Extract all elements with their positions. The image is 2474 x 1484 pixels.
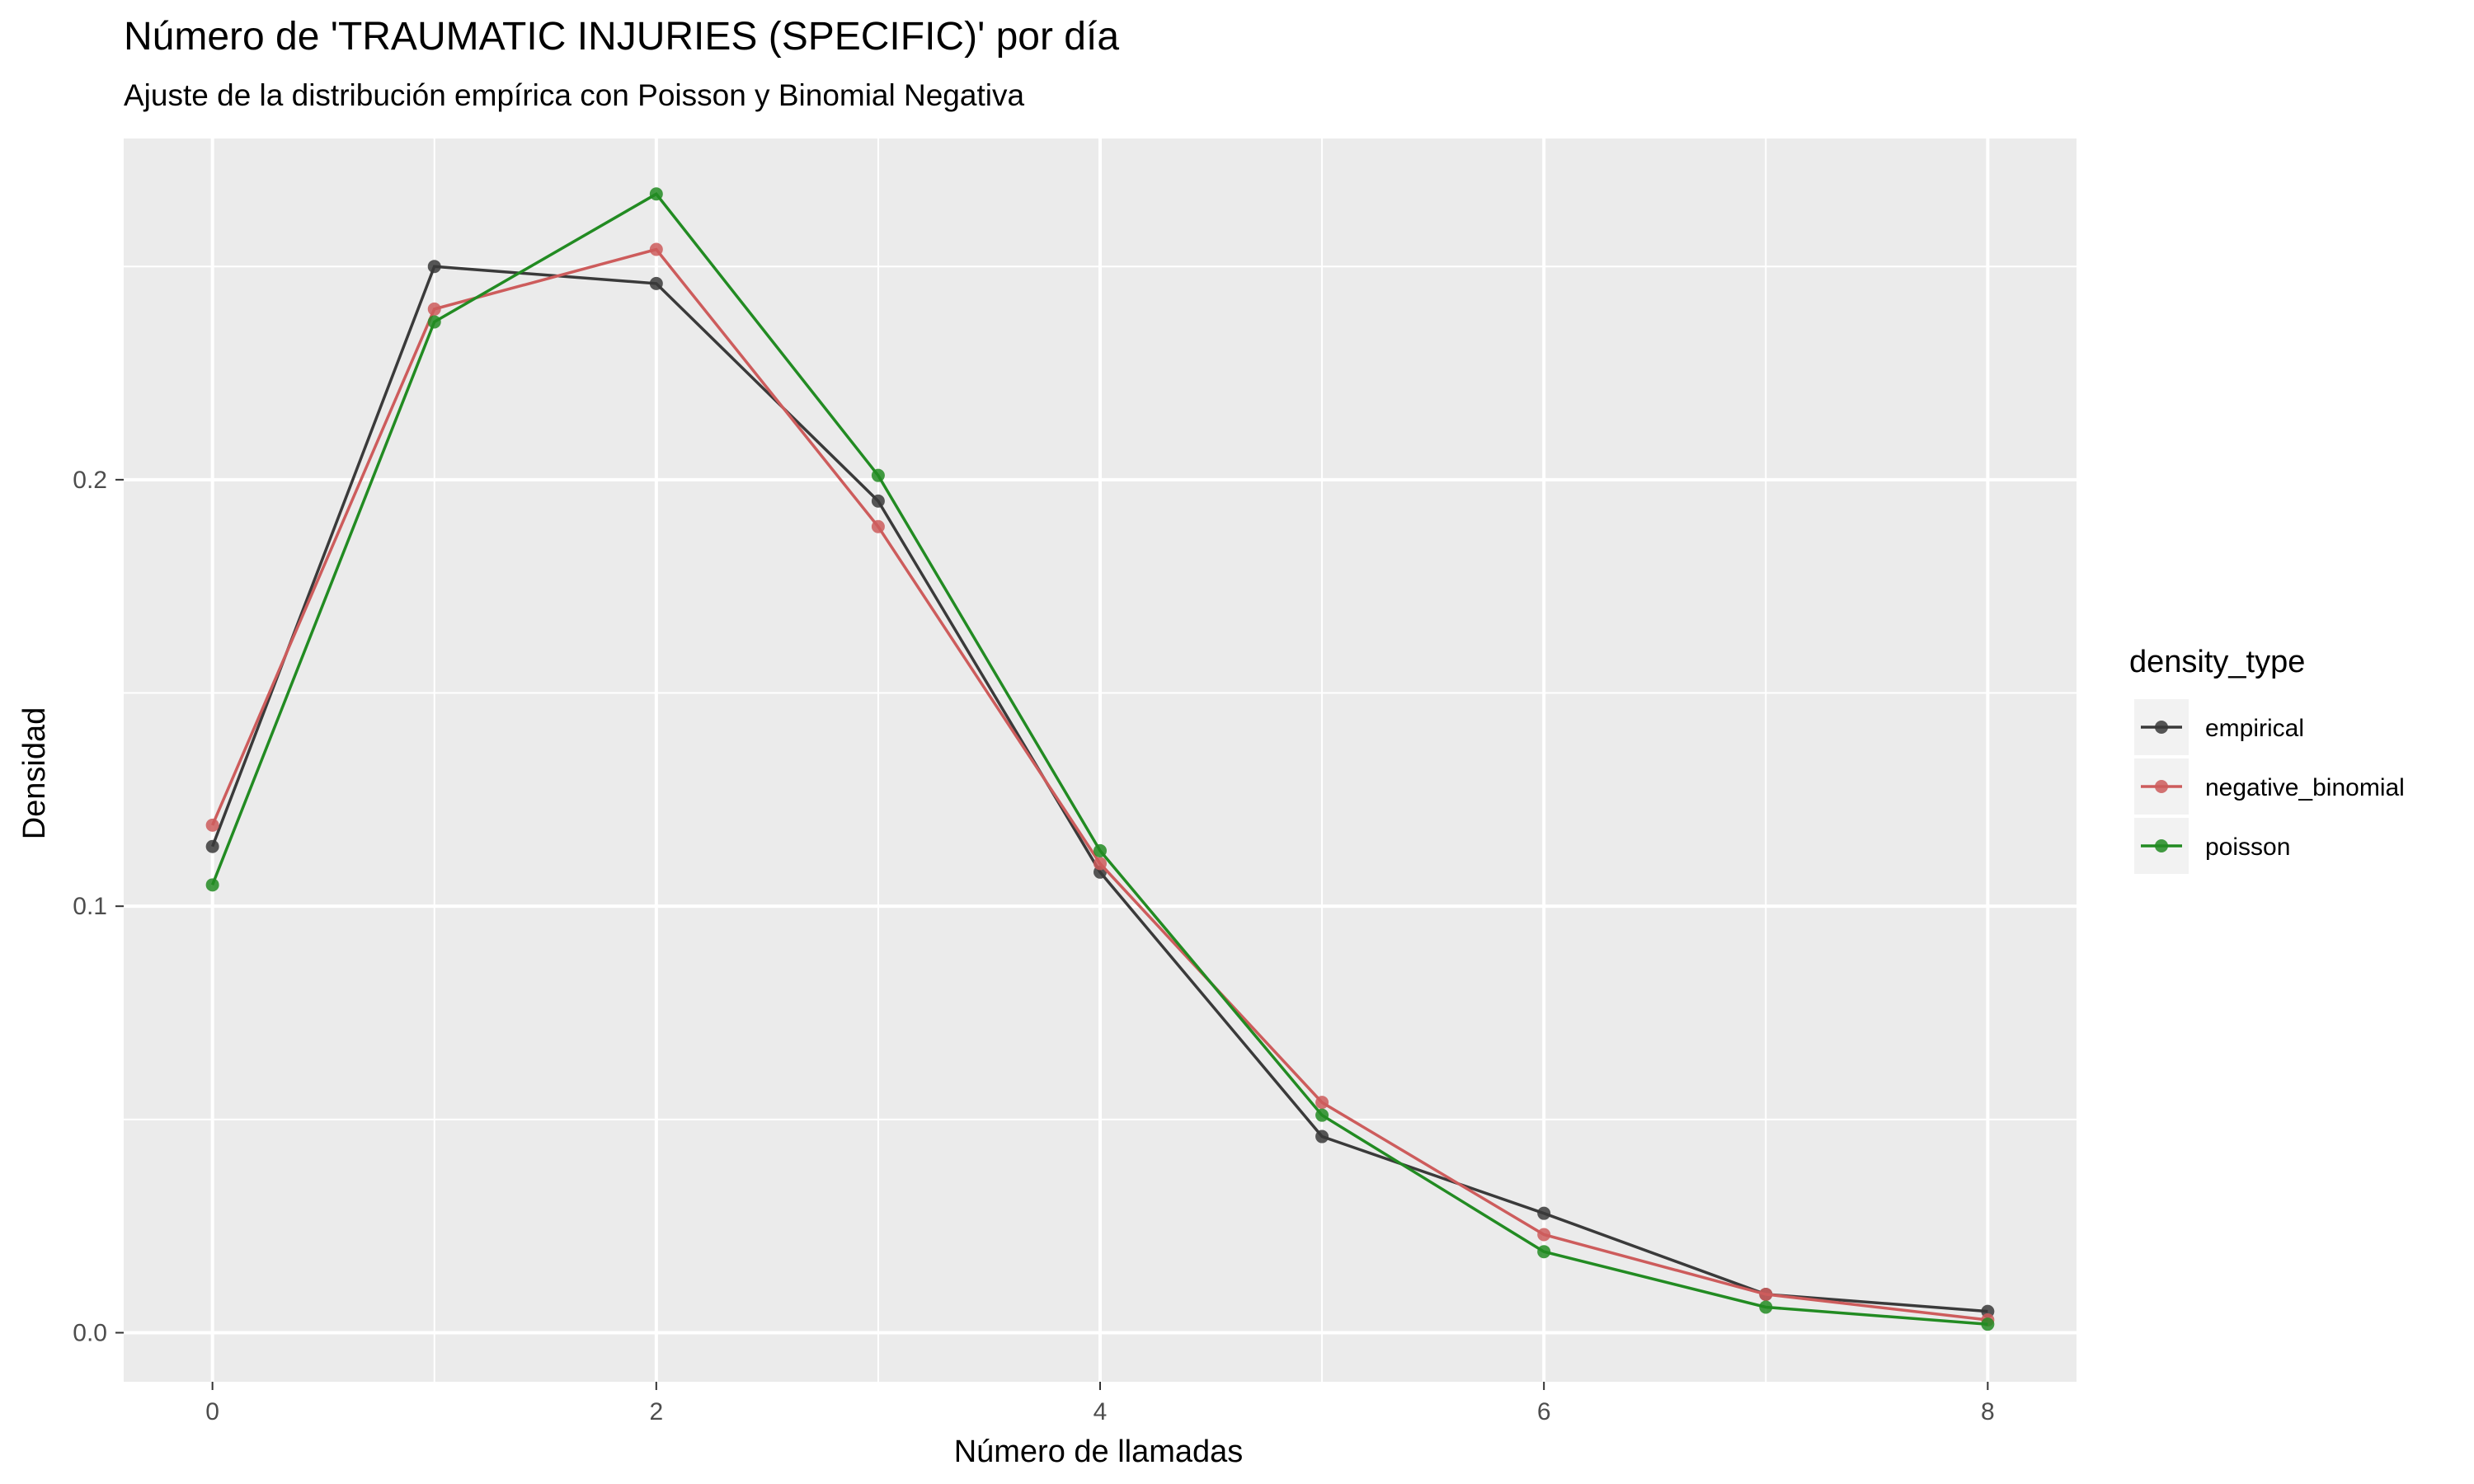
series-lines xyxy=(205,187,1995,1331)
x-tick-label: 4 xyxy=(1094,1398,1108,1425)
y-tick-label: 0.0 xyxy=(73,1320,107,1347)
data-point-poisson xyxy=(1094,843,1107,857)
legend: density_type empirical negative_binomialp… xyxy=(2129,645,2405,874)
data-point-poisson xyxy=(1537,1245,1551,1259)
data-point-poisson xyxy=(205,878,219,892)
data-point-empirical xyxy=(1537,1206,1551,1220)
legend-title: density_type xyxy=(2129,645,2305,679)
data-point-negative_binomial xyxy=(1094,857,1107,871)
x-tick-label: 8 xyxy=(1981,1398,1995,1425)
x-tick-label: 2 xyxy=(649,1398,663,1425)
series-poisson xyxy=(205,187,1995,1331)
legend-item-negative_binomial: negative_binomial xyxy=(2134,758,2405,815)
data-point-empirical xyxy=(871,494,885,508)
y-tick-label: 0.2 xyxy=(73,467,107,494)
legend-key-point xyxy=(2155,839,2168,852)
data-point-negative_binomial xyxy=(871,519,885,533)
y-axis-ticks: 0.0 0.1 0.2 xyxy=(73,467,124,1347)
series-empirical xyxy=(205,260,1995,1318)
legend-item-empirical: empirical xyxy=(2134,699,2304,755)
data-point-negative_binomial xyxy=(1759,1287,1773,1301)
chart-subtitle: Ajuste de la distribución empírica con P… xyxy=(124,78,1024,112)
y-axis-title: Densidad xyxy=(17,707,52,840)
x-tick-label: 6 xyxy=(1537,1398,1551,1425)
data-point-empirical xyxy=(427,260,441,274)
y-tick-label: 0.1 xyxy=(73,893,107,920)
data-point-negative_binomial xyxy=(1315,1096,1329,1110)
legend-key-point xyxy=(2155,780,2168,793)
data-point-negative_binomial xyxy=(427,302,441,316)
data-point-poisson xyxy=(649,187,663,201)
legend-label: negative_binomial xyxy=(2205,774,2405,801)
data-point-negative_binomial xyxy=(1537,1228,1551,1242)
data-point-poisson xyxy=(1315,1108,1329,1122)
chart-title: Número de 'TRAUMATIC INJURIES (SPECIFIC)… xyxy=(124,15,1119,59)
data-point-poisson xyxy=(1759,1300,1773,1314)
data-point-poisson xyxy=(427,315,441,329)
legend-label: empirical xyxy=(2205,715,2304,742)
legend-item-poisson: poisson xyxy=(2134,818,2290,874)
x-tick-label: 0 xyxy=(205,1398,219,1425)
data-point-poisson xyxy=(871,468,885,482)
data-point-negative_binomial xyxy=(649,242,663,256)
data-point-empirical xyxy=(649,276,663,290)
data-point-empirical xyxy=(205,839,219,853)
x-axis-title: Número de llamadas xyxy=(954,1435,1244,1469)
x-axis-ticks: 0 2 4 6 8 xyxy=(205,1382,1995,1425)
data-point-poisson xyxy=(1981,1317,1995,1331)
legend-key-point xyxy=(2155,721,2168,734)
legend-label: poisson xyxy=(2205,834,2290,861)
data-point-empirical xyxy=(1315,1129,1329,1144)
data-point-negative_binomial xyxy=(205,818,219,832)
